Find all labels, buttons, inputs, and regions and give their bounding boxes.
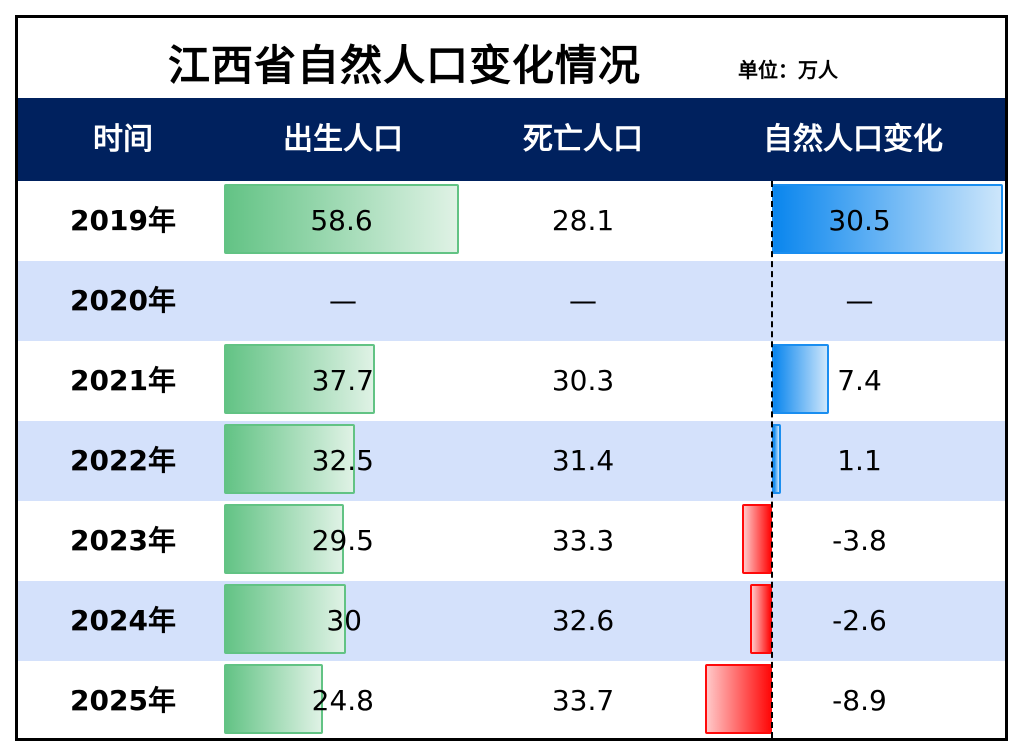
table-row: 2024年 30 32.6 -2.6 bbox=[18, 581, 1005, 661]
table-row: 2021年 37.7 30.3 7.4 bbox=[18, 341, 1005, 421]
year-cell: 2021年 bbox=[70, 364, 176, 397]
birth-data-bar bbox=[224, 664, 323, 734]
birth-data-bar bbox=[224, 344, 375, 414]
table-row: 2020年 — — — bbox=[18, 261, 1005, 341]
change-value: 7.4 bbox=[837, 364, 882, 397]
birth-value: 32.5 bbox=[311, 444, 374, 477]
death-value: 28.1 bbox=[551, 204, 615, 237]
change-data-bar-positive bbox=[772, 344, 829, 414]
change-value: 30.5 bbox=[828, 204, 891, 237]
birth-data-bar bbox=[224, 424, 355, 494]
change-data-bar-positive bbox=[772, 184, 1003, 254]
table-row: 2025年 24.8 33.7 -8.9 bbox=[18, 661, 1005, 738]
birth-value: 24.8 bbox=[311, 684, 374, 717]
year-cell: 2022年 bbox=[70, 444, 176, 477]
death-value: 33.3 bbox=[551, 524, 615, 557]
death-value: 30.3 bbox=[551, 364, 615, 397]
change-data-bar-negative bbox=[705, 664, 772, 734]
change-data-bar-negative bbox=[750, 584, 772, 654]
column-header-natural-change: 自然人口变化 bbox=[763, 122, 943, 157]
birth-data-bar bbox=[224, 584, 346, 654]
change-value: — bbox=[845, 284, 874, 317]
change-data-bar-positive bbox=[772, 424, 781, 494]
table-row: 2023年 29.5 33.3 -3.8 bbox=[18, 501, 1005, 581]
birth-value: 29.5 bbox=[311, 524, 374, 557]
death-value: 32.6 bbox=[551, 604, 615, 637]
birth-data-bar bbox=[224, 504, 344, 574]
year-cell: 2023年 bbox=[70, 524, 176, 557]
column-header-time: 时间 bbox=[93, 122, 153, 157]
birth-value: 37.7 bbox=[311, 364, 374, 397]
birth-data-bar bbox=[224, 184, 459, 254]
death-value: — bbox=[569, 284, 597, 317]
column-header-births: 出生人口 bbox=[283, 122, 403, 157]
death-value: 31.4 bbox=[551, 444, 615, 477]
birth-value: 58.6 bbox=[310, 204, 373, 237]
change-data-bar-negative bbox=[742, 504, 772, 574]
table-row: 2019年 58.6 28.1 30.5 bbox=[18, 181, 1005, 261]
page-title: 江西省自然人口变化情况 bbox=[168, 41, 642, 90]
table-header: 时间 出生人口 死亡人口 自然人口变化 bbox=[18, 98, 1005, 181]
change-value: -2.6 bbox=[832, 604, 887, 637]
change-zero-axis bbox=[771, 181, 773, 738]
year-cell: 2019年 bbox=[70, 204, 176, 237]
table-frame: 江西省自然人口变化情况 单位：万人 时间 出生人口 死亡人口 自然人口变化 20… bbox=[15, 15, 1008, 741]
birth-value: — bbox=[329, 284, 357, 317]
death-value: 33.7 bbox=[551, 684, 615, 717]
column-header-deaths: 死亡人口 bbox=[523, 122, 643, 157]
change-value: -3.8 bbox=[832, 524, 887, 557]
unit-label: 单位：万人 bbox=[738, 58, 838, 82]
year-cell: 2020年 bbox=[70, 284, 176, 317]
birth-value: 30 bbox=[326, 604, 362, 637]
table-row: 2022年 32.5 31.4 1.1 bbox=[18, 421, 1005, 501]
change-value: 1.1 bbox=[837, 444, 882, 477]
year-cell: 2025年 bbox=[70, 684, 176, 717]
change-value: -8.9 bbox=[832, 684, 887, 717]
title-bar: 江西省自然人口变化情况 单位：万人 bbox=[18, 18, 1005, 98]
year-cell: 2024年 bbox=[70, 604, 176, 637]
